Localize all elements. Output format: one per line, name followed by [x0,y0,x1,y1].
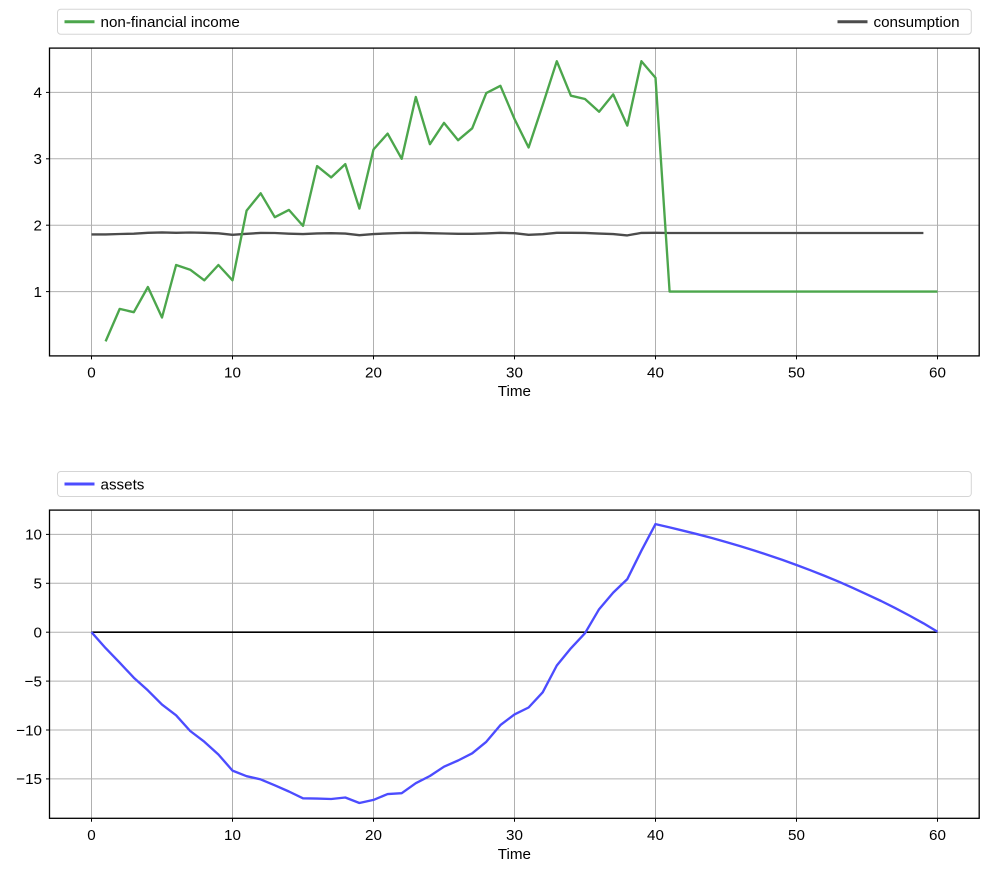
svg-text:20: 20 [365,364,382,381]
svg-text:consumption: consumption [874,14,960,31]
svg-text:non-financial income: non-financial income [101,14,240,31]
svg-text:40: 40 [647,827,664,844]
svg-text:50: 50 [788,827,805,844]
svg-text:Time: Time [498,846,531,863]
svg-text:10: 10 [25,527,42,544]
svg-text:−5: −5 [25,673,42,690]
svg-text:4: 4 [34,85,42,102]
svg-text:10: 10 [224,827,241,844]
svg-text:10: 10 [224,364,241,381]
svg-text:−10: −10 [16,722,42,739]
svg-text:3: 3 [34,151,42,168]
svg-text:20: 20 [365,827,382,844]
svg-text:2: 2 [34,218,42,235]
svg-text:60: 60 [929,364,946,381]
svg-text:0: 0 [34,625,42,642]
svg-text:assets: assets [101,476,145,493]
svg-text:1: 1 [34,284,42,301]
svg-text:50: 50 [788,364,805,381]
svg-text:0: 0 [87,364,95,381]
svg-text:5: 5 [34,576,42,593]
svg-text:30: 30 [506,364,523,381]
svg-text:0: 0 [87,827,95,844]
svg-text:−15: −15 [16,771,42,788]
svg-text:30: 30 [506,827,523,844]
svg-text:40: 40 [647,364,664,381]
svg-text:60: 60 [929,827,946,844]
svg-text:Time: Time [498,383,531,400]
